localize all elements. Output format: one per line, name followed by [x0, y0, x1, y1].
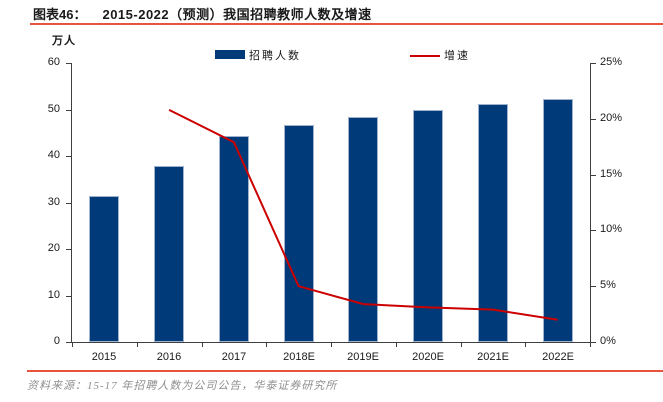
- y-axis-right-tick: [591, 286, 596, 287]
- y-axis-right-tick-label: 15%: [600, 168, 623, 180]
- y-axis-right-tick-label: 5%: [600, 279, 616, 291]
- y-axis-right-tick-label: 20%: [600, 112, 623, 124]
- y-axis-left-tick-label: 30: [47, 196, 60, 208]
- y-axis-left-tick-label: 20: [47, 242, 60, 254]
- y-axis-left-tick: [66, 296, 71, 297]
- y-axis-left-tick: [66, 203, 71, 204]
- y-axis-left-tick: [66, 110, 71, 111]
- figure-header: 图表46： 2015-2022（预测）我国招聘教师人数及增速: [33, 4, 372, 23]
- bar: [89, 196, 119, 342]
- growth-line: [168, 109, 558, 321]
- x-axis-tick-label: 2016: [156, 351, 182, 363]
- y-axis-right-tick-label: 25%: [600, 56, 623, 68]
- y-axis-left-tick-label: 10: [47, 289, 60, 301]
- figure-number-label: 图表46：: [33, 7, 87, 22]
- bar: [413, 110, 443, 342]
- x-axis-tick: [396, 343, 397, 347]
- source-note: 资料来源：15-17 年招聘人数为公司公告，华泰证券研究所: [27, 380, 338, 392]
- x-axis-tick-label: 2022E: [542, 351, 574, 363]
- growth-line-path: [168, 109, 558, 321]
- legend-bar-swatch: [215, 50, 245, 59]
- x-axis-tick-label: 2021E: [477, 351, 509, 363]
- x-axis-tick: [461, 343, 462, 347]
- title-divider: [30, 23, 663, 25]
- y-axis-left-tick-label: 50: [47, 103, 60, 115]
- x-axis-tick-label: 2019E: [347, 351, 379, 363]
- y-axis-left-tick: [66, 342, 71, 343]
- x-axis-tick: [331, 343, 332, 347]
- x-axis-tick-label: 2015: [91, 351, 117, 363]
- y-axis-right-line: [590, 63, 591, 342]
- x-axis-tick: [72, 343, 73, 347]
- figure-title: 2015-2022（预测）我国招聘教师人数及增速: [102, 7, 372, 22]
- x-axis-tick: [202, 343, 203, 347]
- x-axis-tick-label: 2020E: [412, 351, 444, 363]
- x-axis-tick: [525, 343, 526, 347]
- footer-divider: [27, 370, 663, 372]
- x-axis-tick-label: 2017: [221, 351, 247, 363]
- y-axis-left-tick: [66, 156, 71, 157]
- y-axis-right-tick: [591, 230, 596, 231]
- y-axis-left-tick-label: 0: [53, 335, 60, 347]
- y-axis-right-tick-label: 10%: [600, 223, 623, 235]
- y-axis-left-line: [71, 63, 72, 342]
- y-axis-left-tick-label: 40: [47, 149, 60, 161]
- bar: [219, 136, 249, 342]
- bar: [478, 104, 508, 342]
- y-axis-right-tick-label: 0%: [600, 335, 616, 347]
- legend-line-label: 增速: [444, 50, 470, 62]
- legend-line-swatch: [410, 55, 440, 57]
- legend-bar-label: 招聘人数: [249, 50, 301, 62]
- y-axis-right-tick: [591, 342, 596, 343]
- x-axis-line: [71, 342, 591, 343]
- y-axis-right-tick: [591, 119, 596, 120]
- x-axis-tick-label: 2018E: [283, 351, 315, 363]
- x-axis-tick: [590, 343, 591, 347]
- y-axis-left-tick-label: 60: [47, 56, 60, 68]
- bar: [154, 166, 184, 342]
- bar: [543, 99, 573, 342]
- y-axis-right-tick: [591, 175, 596, 176]
- x-axis-tick: [137, 343, 138, 347]
- y-axis-right-tick: [591, 63, 596, 64]
- y-axis-left-tick: [66, 63, 71, 64]
- left-axis-unit-label: 万人: [52, 35, 76, 47]
- bar: [284, 125, 314, 342]
- x-axis-tick: [266, 343, 267, 347]
- y-axis-left-tick: [66, 249, 71, 250]
